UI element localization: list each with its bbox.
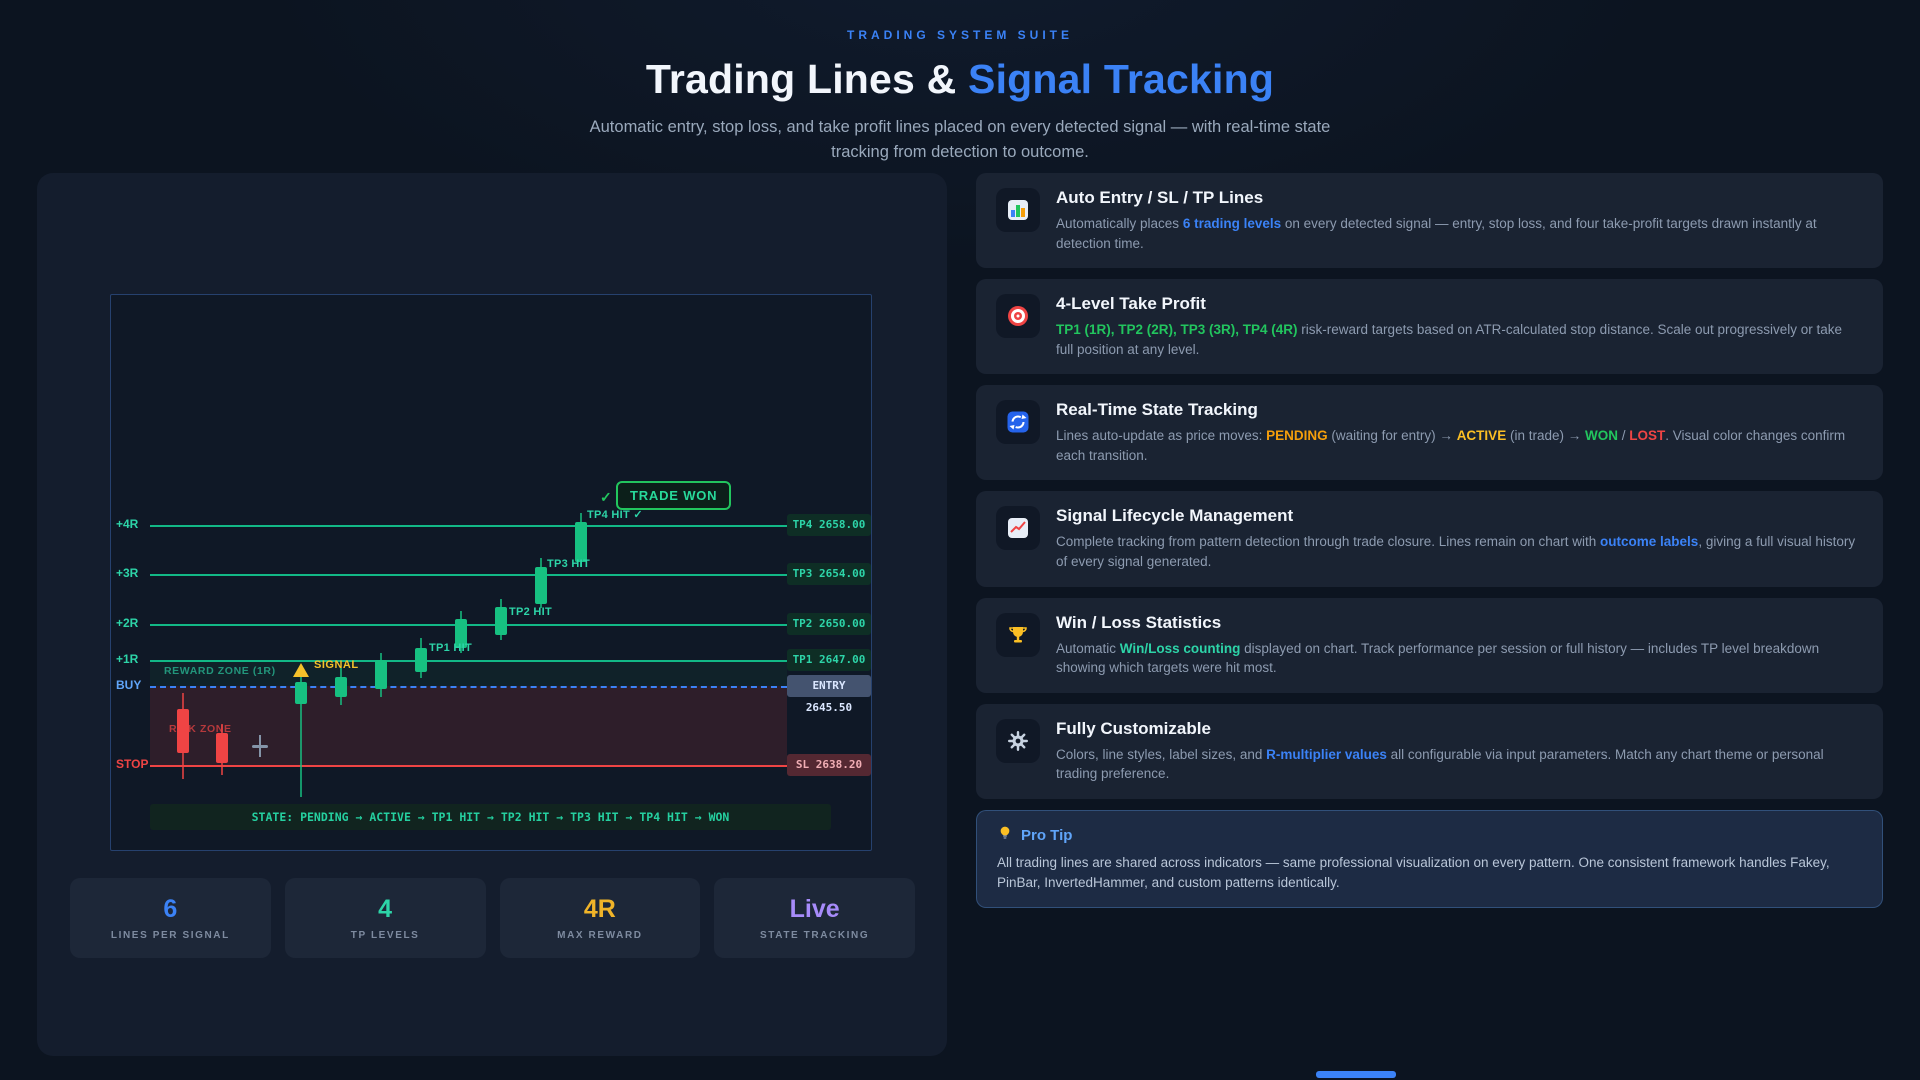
stat-lines-per-signal: 6 LINES PER SIGNAL bbox=[70, 878, 271, 958]
candle bbox=[335, 677, 347, 697]
stat-label: MAX REWARD bbox=[557, 930, 643, 941]
stop-loss-line bbox=[150, 765, 787, 767]
feature-card-lifecycle: Signal Lifecycle Management Complete tra… bbox=[976, 491, 1883, 587]
candle bbox=[575, 522, 587, 562]
reward-zone bbox=[150, 660, 787, 686]
reward-zone-label: REWARD ZONE (1R) bbox=[164, 665, 276, 677]
feature-card-state-tracking: Real-Time State Tracking Lines auto-upda… bbox=[976, 385, 1883, 481]
chart-canvas: REWARD ZONE (1R) RISK ZONE +4R +3R +2R +… bbox=[110, 294, 872, 851]
feature-description: Automatically places 6 trading levels on… bbox=[1056, 216, 1817, 251]
entry-price-pill: ENTRY 2645.50 bbox=[787, 675, 871, 714]
stat-state-tracking: Live STATE TRACKING bbox=[714, 878, 915, 958]
feature-title: Fully Customizable bbox=[1056, 718, 1211, 738]
stat-tp-levels: 4 TP LEVELS bbox=[284, 878, 486, 958]
tp1-line bbox=[150, 660, 787, 662]
feature-list: Auto Entry / SL / TP Lines Automatically… bbox=[976, 173, 1883, 909]
feature-description: Complete tracking from pattern detection… bbox=[1056, 534, 1856, 569]
feature-title: 4-Level Take Profit bbox=[1056, 294, 1206, 314]
trade-won-badge: TRADE WON bbox=[616, 481, 732, 510]
stat-value: 4 bbox=[378, 895, 393, 923]
horizontal-scrollbar-thumb[interactable] bbox=[1316, 1071, 1396, 1078]
buy-label: BUY bbox=[116, 678, 142, 692]
stat-value: 6 bbox=[163, 895, 178, 923]
page-header: TRADING SYSTEM SUITE Trading Lines & Sig… bbox=[0, 28, 1920, 165]
r-label-2r: +2R bbox=[116, 616, 139, 630]
pro-tip-card: Pro Tip All trading lines are shared acr… bbox=[976, 809, 1883, 909]
state-progress-bar: STATE: PENDING → ACTIVE → TP1 HIT → TP2 … bbox=[150, 804, 831, 830]
tp4-price-pill: TP4 2658.00 bbox=[787, 514, 871, 536]
candle bbox=[415, 648, 427, 672]
candle bbox=[177, 709, 189, 753]
feature-description: TP1 (1R), TP2 (2R), TP3 (3R), TP4 (4R) r… bbox=[1056, 322, 1843, 357]
sync-icon bbox=[996, 400, 1040, 445]
feature-description: Lines auto-update as price moves: PENDIN… bbox=[1056, 428, 1846, 463]
feature-card-customizable: Fully Customizable Colors, line styles, … bbox=[976, 703, 1883, 799]
stat-value: 4R bbox=[583, 895, 616, 923]
feature-title: Auto Entry / SL / TP Lines bbox=[1056, 188, 1264, 207]
feature-card-take-profit: 4-Level Take Profit TP1 (1R), TP2 (2R), … bbox=[976, 279, 1883, 375]
stat-max-reward: 4R MAX REWARD bbox=[499, 878, 701, 958]
lightbulb-icon bbox=[997, 825, 1013, 846]
signal-label: SIGNAL bbox=[314, 659, 359, 671]
tp4-line bbox=[150, 525, 787, 527]
candle bbox=[375, 660, 387, 689]
pro-tip-body: All trading lines are shared across indi… bbox=[997, 854, 1830, 890]
pro-tip-header: Pro Tip bbox=[997, 825, 1862, 846]
candle bbox=[495, 607, 507, 635]
bar-chart-icon bbox=[996, 188, 1040, 232]
feature-title: Real-Time State Tracking bbox=[1056, 400, 1258, 420]
trophy-icon bbox=[996, 612, 1040, 657]
signal-candle bbox=[295, 682, 307, 704]
title-white: Trading Lines & bbox=[645, 56, 969, 102]
feature-title: Signal Lifecycle Management bbox=[1056, 506, 1294, 526]
gear-icon bbox=[996, 718, 1040, 763]
stop-label: STOP bbox=[116, 757, 149, 771]
doji-candle bbox=[252, 745, 268, 748]
sl-price-pill: SL 2638.20 bbox=[787, 754, 871, 776]
eyebrow-label: TRADING SYSTEM SUITE bbox=[846, 28, 1073, 42]
target-icon bbox=[996, 294, 1040, 339]
r-label-1r: +1R bbox=[116, 652, 139, 666]
feature-title: Win / Loss Statistics bbox=[1056, 612, 1222, 632]
r-label-4r: +4R bbox=[116, 517, 139, 531]
stat-label: STATE TRACKING bbox=[760, 930, 870, 941]
trade-won-check-icon: ✓ bbox=[600, 489, 612, 505]
candle bbox=[216, 733, 228, 763]
entry-line bbox=[150, 686, 787, 688]
tp2-hit-label: TP2 HIT bbox=[509, 606, 553, 618]
chart-panel: REWARD ZONE (1R) RISK ZONE +4R +3R +2R +… bbox=[37, 173, 947, 1056]
tp3-price-pill: TP3 2654.00 bbox=[787, 563, 871, 585]
page-title: Trading Lines & Signal Tracking bbox=[0, 56, 1920, 103]
tp1-hit-label: TP1 HIT bbox=[429, 642, 473, 654]
risk-zone bbox=[150, 686, 787, 765]
feature-description: Automatic Win/Loss counting displayed on… bbox=[1056, 640, 1820, 676]
tp3-hit-label: TP3 HIT bbox=[547, 558, 591, 570]
stat-cards: 6 LINES PER SIGNAL 4 TP LEVELS 4R MAX RE… bbox=[70, 878, 915, 958]
feature-card-statistics: Win / Loss Statistics Automatic Win/Loss… bbox=[976, 597, 1883, 693]
pro-tip-title: Pro Tip bbox=[1021, 826, 1073, 844]
signal-arrow-icon bbox=[293, 663, 309, 677]
chart-line-icon bbox=[996, 506, 1040, 551]
page-subtitle: Automatic entry, stop loss, and take pro… bbox=[589, 118, 1331, 161]
feature-card-auto-lines: Auto Entry / SL / TP Lines Automatically… bbox=[976, 173, 1883, 269]
candle bbox=[455, 619, 467, 648]
r-label-3r: +3R bbox=[116, 566, 139, 580]
stat-label: LINES PER SIGNAL bbox=[110, 930, 230, 941]
tp2-line bbox=[150, 624, 787, 626]
title-accent: Signal Tracking bbox=[968, 56, 1275, 102]
tp2-price-pill: TP2 2650.00 bbox=[787, 613, 871, 635]
tp1-price-pill: TP1 2647.00 bbox=[787, 649, 871, 671]
candle bbox=[535, 567, 547, 604]
feature-description: Colors, line styles, label sizes, and R-… bbox=[1056, 746, 1824, 782]
stat-label: TP LEVELS bbox=[350, 930, 420, 941]
stat-value: Live bbox=[789, 895, 840, 923]
tp3-line bbox=[150, 574, 787, 576]
tp4-hit-label: TP4 HIT ✓ bbox=[587, 509, 643, 521]
signal-candle-wick bbox=[300, 673, 302, 797]
